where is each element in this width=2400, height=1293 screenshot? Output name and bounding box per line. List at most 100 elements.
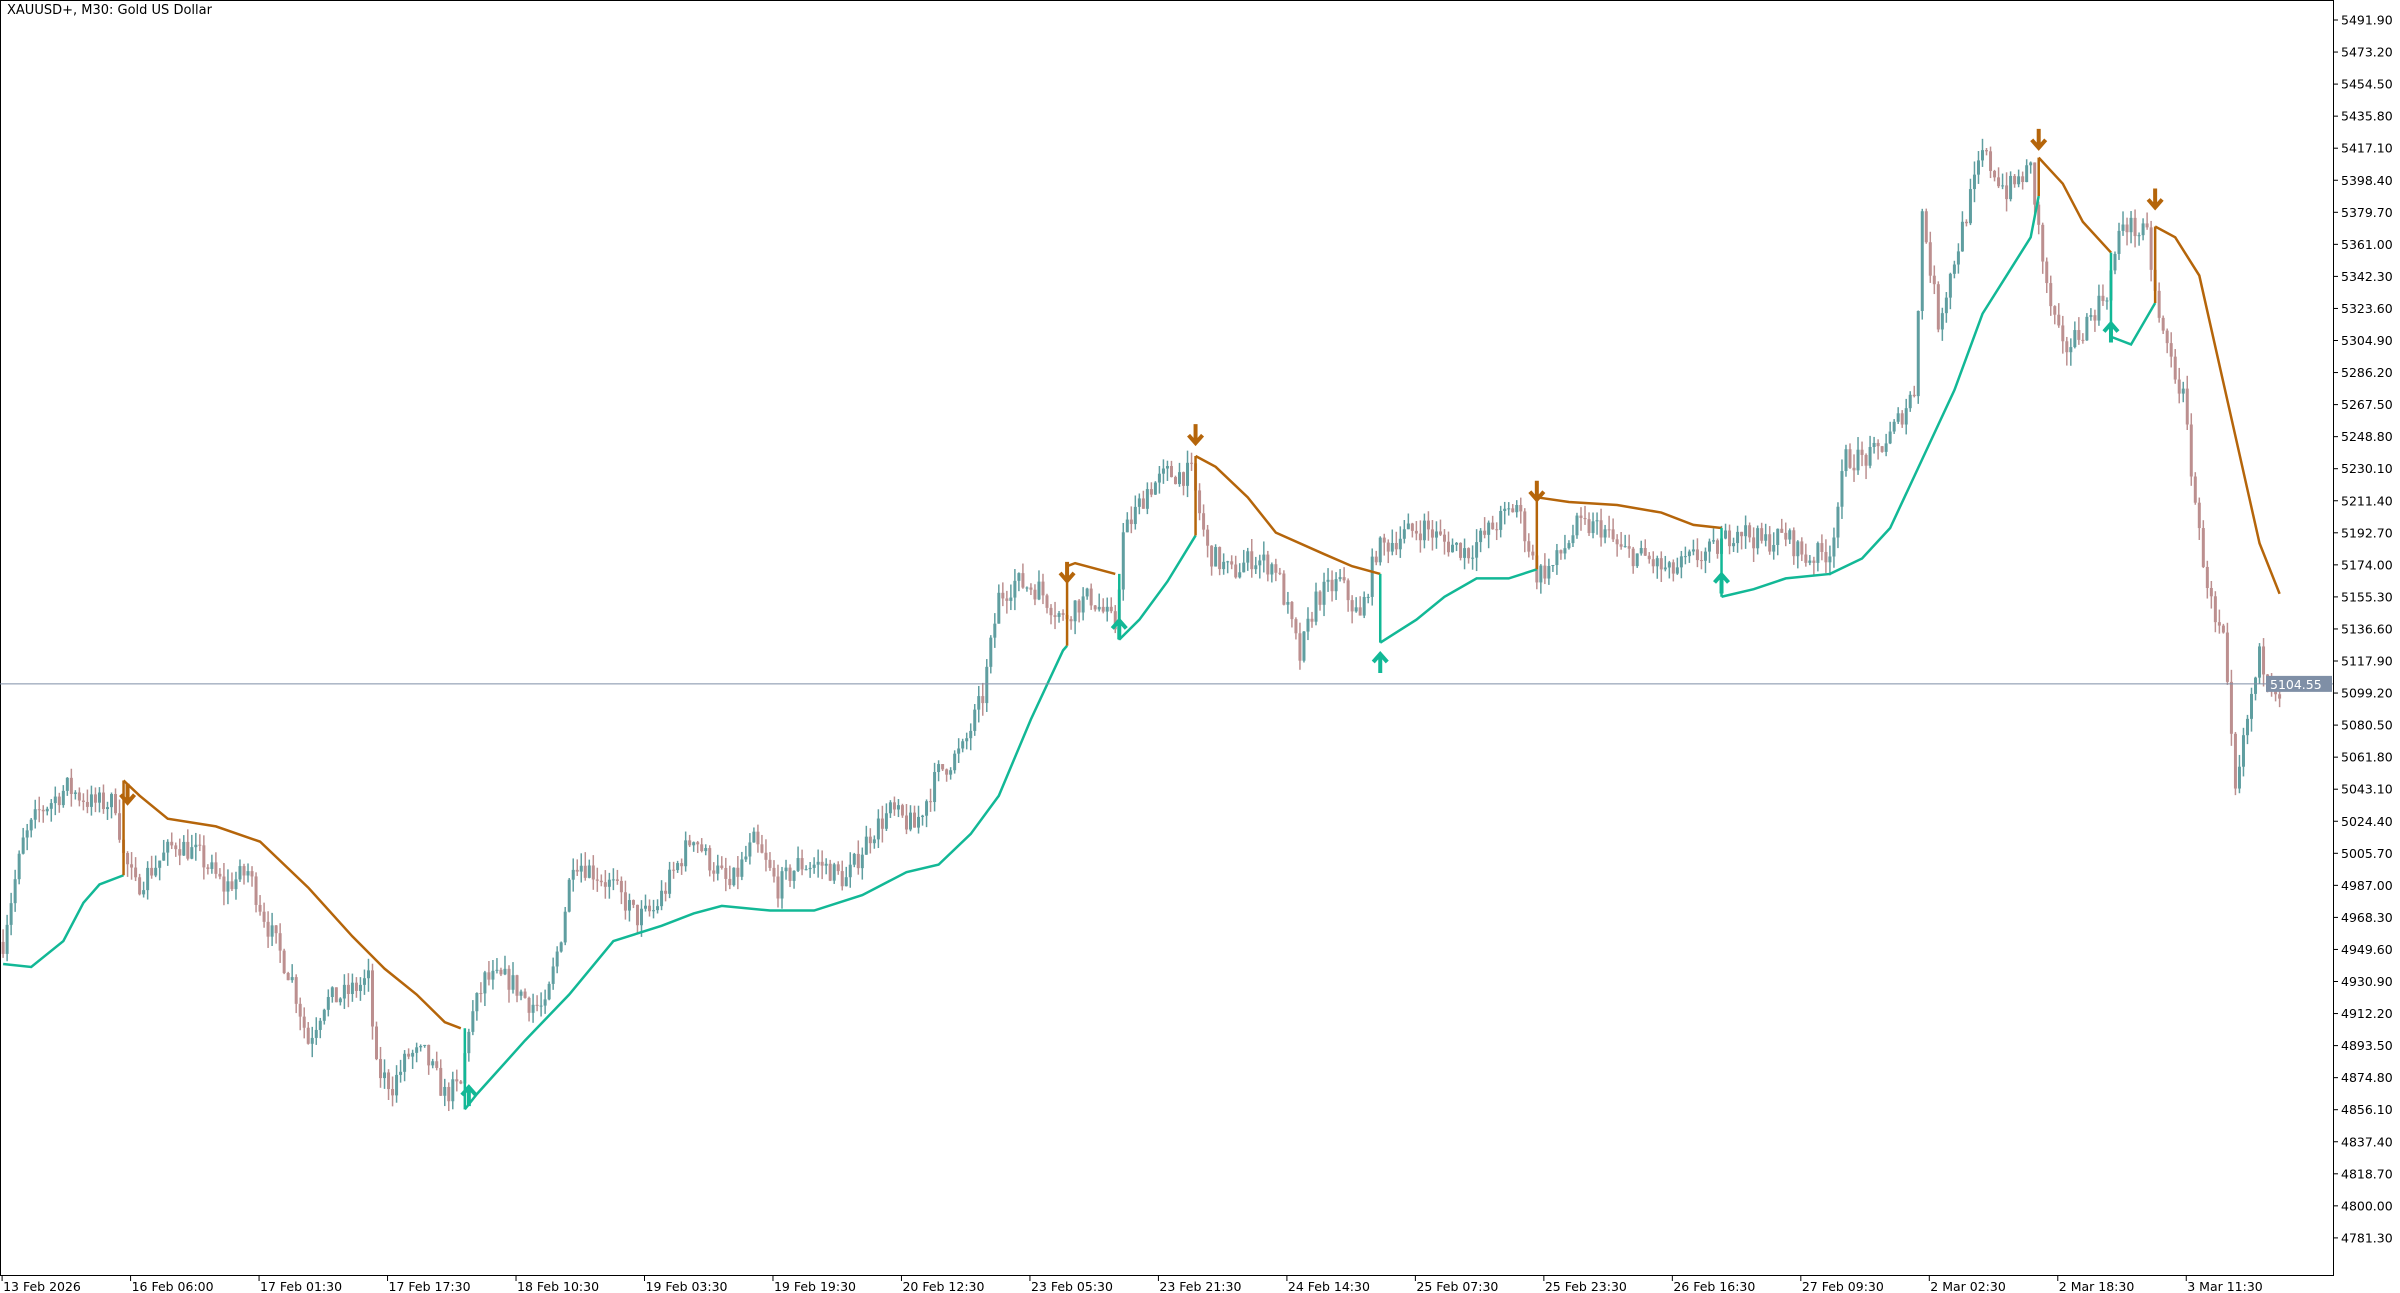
candle (888, 800, 892, 818)
candle (1976, 151, 1980, 184)
candle (2113, 251, 2117, 275)
candle (1603, 524, 1607, 544)
y-tick-label: 4856.10 (2341, 1102, 2393, 1117)
candle (824, 858, 828, 875)
y-tick-label: 5323.60 (2341, 301, 2393, 316)
candle (222, 863, 226, 906)
candle (2173, 349, 2177, 384)
candle (1113, 605, 1117, 634)
candle (1707, 538, 1711, 563)
candle (2029, 161, 2033, 174)
candle (166, 839, 170, 866)
x-tick-label: 23 Feb 21:30 (1159, 1279, 1241, 1293)
candle (1049, 604, 1053, 625)
buy-arrow-up-icon (1713, 571, 1731, 594)
x-tick-label: 17 Feb 01:30 (260, 1279, 342, 1293)
candle (2129, 211, 2133, 244)
y-tick-label: 4837.40 (2341, 1134, 2393, 1149)
candle (1382, 533, 1386, 556)
candle (302, 1007, 306, 1039)
candle (206, 864, 210, 875)
candle (876, 809, 880, 849)
candle (2033, 162, 2037, 216)
candle (696, 840, 700, 854)
candle (9, 892, 13, 936)
y-tick-label: 5379.70 (2341, 205, 2393, 220)
time-axis[interactable]: 13 Feb 2026 16 Feb 06:00 17 Feb 01:30 17 Fe… (0, 1275, 2333, 1293)
candle (635, 904, 639, 934)
candle (190, 834, 194, 860)
candle (692, 841, 696, 852)
candle (1177, 462, 1181, 487)
candle (704, 844, 708, 856)
candle (57, 792, 61, 813)
candle (680, 858, 684, 875)
candle (740, 851, 744, 881)
candle (146, 861, 150, 900)
candle (941, 764, 945, 772)
candle (708, 845, 712, 877)
support-line-segment (1379, 568, 1538, 644)
candle (2105, 297, 2109, 310)
candle (1378, 536, 1382, 566)
candle (2205, 560, 2209, 599)
candle (1800, 537, 1804, 562)
x-tick-label: 25 Feb 23:30 (1545, 1279, 1627, 1293)
signal-arrows (119, 128, 2164, 1107)
current-price-label: 5104.55 (2266, 675, 2332, 692)
candle (2233, 731, 2237, 796)
candle (1262, 541, 1266, 573)
x-tick-label: 2 Mar 02:30 (1930, 1279, 2006, 1293)
chart-border (0, 0, 2334, 1276)
price-axis[interactable]: 5491.90 5473.20 5454.50 5435.80 5417.10 5398.… (2333, 0, 2393, 1275)
candle (579, 853, 583, 883)
candle (2245, 714, 2249, 745)
candle (664, 882, 668, 902)
candle (1591, 512, 1595, 539)
x-tick-label: 2 Mar 18:30 (2059, 1279, 2135, 1293)
candle (716, 854, 720, 881)
candle (768, 852, 772, 871)
candle (1804, 543, 1808, 567)
candle (1924, 208, 1928, 244)
candle (2101, 284, 2105, 306)
candle (154, 855, 158, 878)
candle (921, 814, 925, 826)
candle (1338, 569, 1342, 582)
candle (1101, 598, 1105, 614)
candle (1647, 552, 1651, 564)
candle (539, 992, 543, 1017)
candle (1547, 558, 1551, 585)
candle (1282, 570, 1286, 606)
candle (1543, 553, 1547, 585)
candle (2209, 580, 2213, 609)
candles-layer (1, 138, 2282, 1112)
candle (1406, 513, 1410, 530)
candle (1202, 504, 1206, 537)
candle (246, 863, 250, 883)
candle (314, 1017, 318, 1045)
x-tick-label: 25 Feb 07:30 (1416, 1279, 1498, 1293)
candle (1459, 542, 1463, 561)
candle (1025, 586, 1029, 592)
candle (1438, 519, 1442, 537)
candle (61, 785, 65, 808)
candle (1001, 582, 1005, 607)
candle (2093, 309, 2097, 332)
y-tick-label: 5491.90 (2341, 13, 2393, 28)
candle (1699, 551, 1703, 570)
y-tick-label: 4818.70 (2341, 1166, 2393, 1181)
y-tick-label: 5230.10 (2341, 461, 2393, 476)
candle (1904, 398, 1908, 435)
y-tick-label: 5155.30 (2341, 589, 2393, 604)
candle (828, 859, 832, 882)
candle (1451, 538, 1455, 553)
candle (1186, 450, 1190, 498)
candle (1234, 555, 1238, 579)
candle (523, 988, 527, 999)
candle (1816, 541, 1820, 572)
candle (1511, 504, 1515, 513)
candle (1314, 582, 1318, 626)
candle (1932, 265, 1936, 295)
